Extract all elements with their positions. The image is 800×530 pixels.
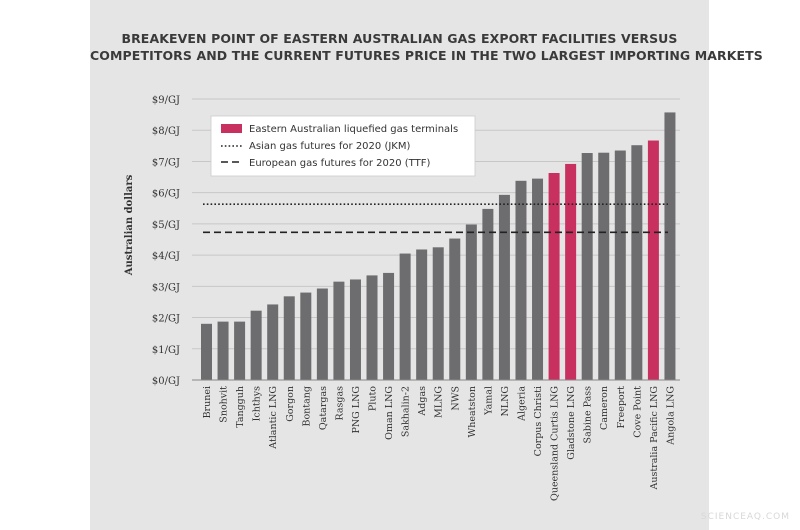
legend-label-jkm: Asian gas futures for 2020 (JKM) xyxy=(249,141,410,152)
legend-box xyxy=(210,115,476,177)
bar xyxy=(449,238,461,380)
x-tick-label: Sakhalin-2 xyxy=(401,386,412,437)
x-tick-label: Angola LNG xyxy=(665,386,676,446)
bar xyxy=(647,140,659,380)
bar xyxy=(234,321,246,380)
x-tick-label: Queensland Curtis LNG xyxy=(550,386,561,501)
x-tick-label: Adgas xyxy=(417,386,428,417)
bar xyxy=(399,253,411,380)
bar xyxy=(366,275,378,380)
chart-title-line-2: COMPETITORS AND THE CURRENT FUTURES PRIC… xyxy=(90,48,763,63)
bar xyxy=(565,163,577,380)
bar xyxy=(416,249,428,380)
x-tick-label: Sabine Pass xyxy=(583,386,594,444)
bar xyxy=(598,152,610,380)
y-tick-label: $3/GJ xyxy=(152,282,180,293)
bar xyxy=(316,288,328,380)
y-axis-ticks: $0/GJ $1/GJ $2/GJ $3/GJ $4/GJ $5/GJ $6/GJ $7/GJ… xyxy=(152,95,180,387)
x-tick-label: Brunei xyxy=(202,386,213,418)
reference-lines xyxy=(203,203,668,234)
x-tick-label: Bontang xyxy=(301,386,312,427)
x-tick-label: NWS xyxy=(450,386,461,411)
bar xyxy=(581,153,593,380)
bar xyxy=(250,310,262,380)
watermark: SCIENCEAQ.COM xyxy=(700,512,790,522)
x-tick-label: NLNG xyxy=(500,386,511,417)
x-tick-label: Rasgas xyxy=(334,386,345,421)
bar xyxy=(300,292,312,380)
y-tick-label: $8/GJ xyxy=(152,126,180,137)
chart-title: BREAKEVEN POINT OF EASTERN AUSTRALIAN GA… xyxy=(90,30,763,64)
chart-title-line-1: BREAKEVEN POINT OF EASTERN AUSTRALIAN GA… xyxy=(121,31,678,46)
y-tick-label: $9/GJ xyxy=(152,95,180,106)
y-tick-label: $2/GJ xyxy=(152,314,180,325)
bar xyxy=(383,272,395,380)
x-axis-ticks: Brunei Snohvit Tangguh Ichthys Atlantic LNG G… xyxy=(202,386,676,501)
y-tick-label: $7/GJ xyxy=(152,157,180,168)
legend-label-ttf: European gas futures for 2020 (TTF) xyxy=(249,158,430,169)
y-tick-label: $4/GJ xyxy=(152,251,180,262)
x-tick-label: Gorgon xyxy=(285,386,296,422)
x-tick-label: Yamal xyxy=(483,386,494,416)
bars xyxy=(201,112,676,381)
bar xyxy=(548,172,560,380)
x-tick-label: Wheatston xyxy=(467,386,478,438)
legend-label-australian: Eastern Australian liquefied gas termina… xyxy=(249,124,458,135)
x-tick-label: Freeport xyxy=(616,386,627,429)
y-tick-label: $0/GJ xyxy=(152,376,180,387)
bar xyxy=(664,112,676,381)
x-tick-label: MLNG xyxy=(434,386,445,418)
bar xyxy=(432,247,444,380)
y-tick-label: $5/GJ xyxy=(152,220,180,231)
bar xyxy=(515,180,527,380)
bar xyxy=(482,208,494,380)
x-tick-label: Pluto xyxy=(368,386,379,411)
bar xyxy=(614,150,626,380)
legend-swatch-highlight xyxy=(221,124,242,133)
bar xyxy=(349,279,361,380)
bar xyxy=(465,224,477,380)
x-tick-label: Cove Point xyxy=(632,386,643,438)
legend: Eastern Australian liquefied gas termina… xyxy=(210,115,476,177)
x-tick-label: Algeria xyxy=(516,386,527,422)
bar xyxy=(498,194,510,380)
bar xyxy=(267,304,279,380)
x-tick-label: Atlantic LNG xyxy=(268,386,279,450)
bar xyxy=(333,281,345,380)
x-tick-label: Gladstone LNG xyxy=(566,386,577,460)
bar xyxy=(217,321,229,380)
y-axis-label: Australian dollars xyxy=(124,174,135,276)
x-tick-label: Tangguh xyxy=(235,386,246,428)
x-tick-label: PNG LNG xyxy=(351,386,362,434)
y-tick-label: $1/GJ xyxy=(152,345,180,356)
bar xyxy=(532,178,544,380)
x-tick-label: Oman LNG xyxy=(384,386,395,440)
x-tick-label: Corpus Christi xyxy=(533,386,544,456)
bar xyxy=(201,323,212,380)
x-tick-label: Ichthys xyxy=(252,386,263,421)
x-tick-label: Australia Pacific LNG xyxy=(649,386,660,491)
x-tick-label: Qatargas xyxy=(318,386,329,430)
bar xyxy=(283,296,295,380)
x-tick-label: Snohvit xyxy=(219,386,230,423)
x-tick-label: Cameron xyxy=(599,386,610,430)
bar xyxy=(631,145,643,380)
y-tick-label: $6/GJ xyxy=(152,189,180,200)
